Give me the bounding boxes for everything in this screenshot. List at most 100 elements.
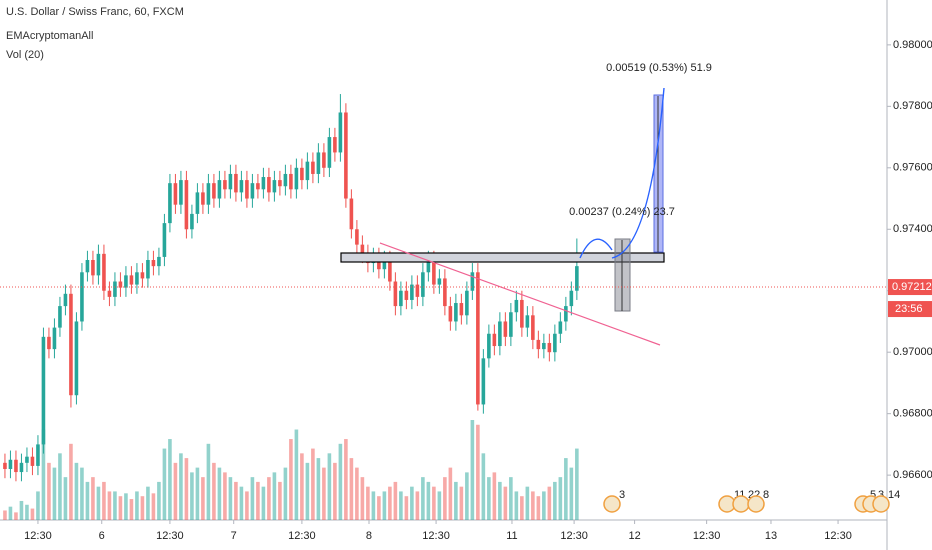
volume-bar (311, 448, 315, 520)
candle-body (8, 459, 13, 469)
candle-body (531, 315, 535, 340)
volume-bar (448, 467, 453, 520)
candle-body (113, 281, 117, 297)
volume-bar (503, 486, 508, 520)
volume-bar (333, 462, 337, 520)
volume-bar (201, 477, 205, 520)
candle-body (399, 290, 403, 307)
candle-body (3, 462, 7, 469)
measure-label: 0.00237 (0.24%) 23.7 (569, 206, 675, 218)
volume-bar (558, 477, 563, 520)
volume-bar (316, 458, 321, 520)
candle-body (465, 290, 469, 316)
volume-bar (96, 486, 101, 520)
volume-bar (492, 472, 497, 520)
x-tick-label: 12:30 (560, 530, 588, 542)
y-tick-label: 0.97600 (893, 162, 932, 174)
candle-body (536, 339, 541, 350)
x-tick-label: 13 (765, 530, 777, 542)
volume-bar (569, 467, 574, 520)
x-tick-label: 7 (231, 530, 237, 542)
candle-body (569, 290, 574, 307)
candle-body (525, 315, 530, 328)
event-icon (872, 495, 890, 513)
candle-body (173, 183, 178, 205)
last-price-badge (888, 279, 932, 296)
volume-bar (371, 491, 376, 520)
candle-body (157, 256, 161, 267)
volume-bar (47, 462, 51, 520)
candle-body (448, 306, 453, 322)
candle-body (415, 284, 420, 297)
candle-body (421, 272, 425, 297)
volume-bar (289, 439, 293, 520)
candle-body (558, 321, 563, 334)
volume-bar (404, 496, 409, 520)
volume-bar (239, 486, 244, 520)
volume-bar (41, 429, 46, 520)
volume-bar (206, 443, 211, 520)
candle-body (25, 456, 29, 463)
candle-body (129, 275, 134, 285)
volume-bar (261, 486, 266, 520)
volume-bar (498, 481, 502, 520)
candle-body (322, 152, 326, 168)
candle-body (250, 183, 255, 199)
indicator-label: EMAcryptomanAll (6, 30, 93, 42)
volume-bar (575, 448, 579, 520)
candle-body (245, 180, 249, 199)
candle-body (118, 281, 123, 288)
y-tick-label: 0.96800 (893, 408, 932, 420)
volume-bar (118, 496, 123, 520)
volume-bar (377, 496, 381, 520)
volume-bar (8, 506, 13, 520)
candle-body (107, 290, 112, 297)
last-price-label: 0.97212 (892, 281, 932, 293)
countdown-label: 23:56 (895, 303, 923, 315)
y-tick-label: 0.97000 (893, 346, 932, 358)
candle-body (520, 299, 524, 328)
candle-body (333, 137, 337, 153)
volume-bar (14, 512, 18, 520)
candle-body (52, 327, 57, 350)
volume-bar (437, 491, 442, 520)
volume-bar (553, 481, 557, 520)
volume-bar (179, 453, 183, 520)
candle-body (300, 167, 304, 181)
volume-bar (360, 477, 365, 520)
candle-body (542, 342, 546, 350)
x-tick-label: 12:30 (824, 530, 852, 542)
candle-body (514, 299, 519, 313)
x-tick-label: 12:30 (24, 530, 52, 542)
candle-body (283, 173, 288, 187)
candle-body (316, 152, 321, 174)
volume-layer (3, 420, 579, 520)
candle-body (168, 183, 172, 224)
candle-body (498, 321, 502, 347)
candle-body (492, 333, 497, 347)
x-tick-label: 12:30 (422, 530, 450, 542)
candle-body (459, 303, 464, 316)
volume-bar (564, 458, 568, 520)
candle-body (289, 173, 293, 190)
candle-body (470, 272, 475, 291)
volume-bar (36, 491, 40, 520)
volume-bar (366, 486, 370, 520)
volume-bar (322, 467, 326, 520)
candle-body (239, 180, 244, 193)
volume-bar (536, 496, 541, 520)
candle-body (338, 112, 343, 153)
volume-bar (162, 448, 167, 520)
volume-bar (547, 486, 552, 520)
candle-body (74, 321, 79, 396)
volume-bar (525, 486, 530, 520)
candle-body (212, 183, 216, 199)
volume-bar (195, 467, 200, 520)
volume-bar (74, 462, 79, 520)
candle-body (135, 272, 139, 285)
volume-bar (217, 467, 222, 520)
measure-label: 0.00519 (0.53%) 51.9 (606, 62, 712, 74)
candle-body (432, 260, 436, 285)
volume-bar (223, 472, 227, 520)
candle-body (349, 198, 354, 230)
